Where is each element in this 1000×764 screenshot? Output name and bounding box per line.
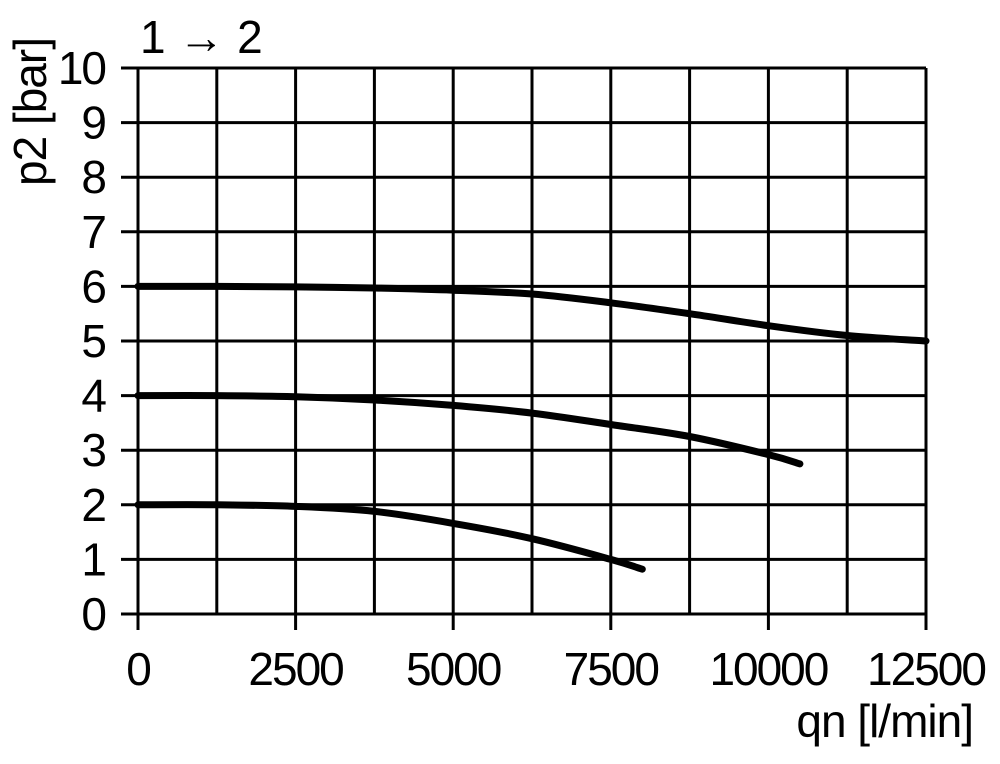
y-tick-label: 6 [81, 260, 105, 312]
y-tick-label: 2 [81, 479, 105, 531]
y-tick-label: 9 [81, 97, 105, 149]
x-tick-label: 0 [126, 643, 150, 695]
x-tick-label: 10000 [709, 643, 827, 695]
y-tick-label: 10 [58, 42, 106, 94]
grid-layer [121, 66, 928, 630]
chart-title: 1 → 2 [140, 11, 263, 63]
y-tick-label: 0 [81, 588, 105, 640]
x-axis-label: qn [l/min] [796, 695, 973, 747]
y-tick-label: 3 [81, 424, 105, 476]
x-tick-label: 12500 [867, 643, 985, 695]
curve-6-bar [134, 282, 930, 345]
y-tick-label: 4 [81, 370, 106, 422]
x-tick-label: 5000 [406, 643, 501, 695]
y-tick-label: 7 [81, 206, 105, 258]
y-tick-label: 5 [81, 315, 105, 367]
x-tick-label: 7500 [564, 643, 659, 695]
y-tick-label: 8 [81, 151, 105, 203]
curves-layer [134, 282, 930, 573]
x-tick-label: 2500 [248, 643, 343, 695]
y-tick-label: 1 [81, 533, 105, 585]
curve-2-bar [134, 501, 646, 573]
curve-4-bar [134, 392, 804, 468]
y-axis-label: p2 [bar] [4, 38, 56, 186]
